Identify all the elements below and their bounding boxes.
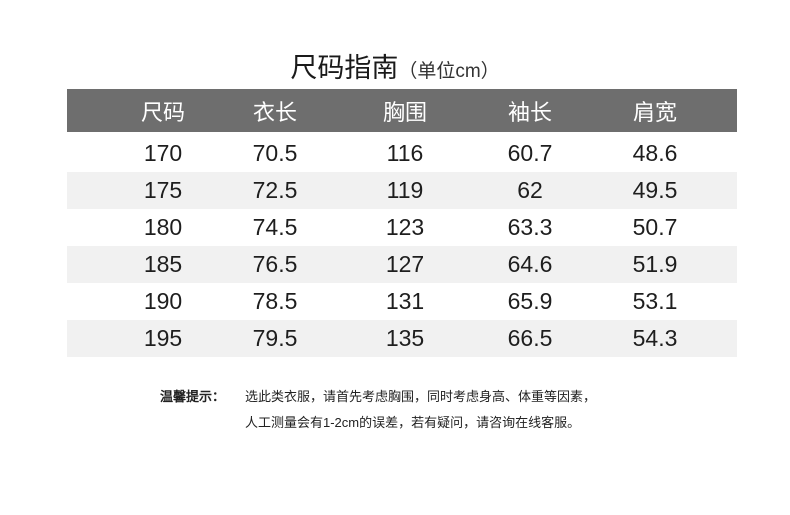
table-cell: 60.7 [507,140,553,166]
table-row: 175 72.5 119 62 49.5 [67,172,737,209]
table-cell: 116 [386,140,424,166]
table-cell: 48.6 [632,140,678,166]
table-cell: 195 [143,325,183,351]
table-cell: 50.7 [632,214,678,240]
size-table: 尺码 衣长 胸围 袖长 肩宽 170 70.5 116 60.7 48.6 175 72.5 119 62… [67,89,737,357]
title-main: 尺码指南 [290,53,399,83]
notes: 温馨提示： 选此类衣服，请首先考虑胸围，同时考虑身高、体重等因素， 人工测量会有1… [160,384,596,436]
table-row: 180 74.5 123 63.3 50.7 [67,209,737,246]
table-row: 185 76.5 127 64.6 51.9 [67,246,737,283]
header-row: 尺码 衣长 胸围 袖长 肩宽 [67,89,737,132]
table-row: 170 70.5 116 60.7 48.6 [67,135,737,172]
column-header: 衣长 [252,99,298,125]
notes-label: 温馨提示： [160,389,226,404]
table-cell: 135 [385,325,425,351]
table-cell: 74.5 [252,214,298,240]
table-cell: 79.5 [252,325,298,351]
column-header: 尺码 [140,99,186,125]
table-cell: 64.6 [507,251,553,277]
notes-line2: 人工测量会有1-2cm的误差，若有疑问，请咨询在线客服。 [245,415,581,430]
table-cell: 119 [386,177,424,203]
table-cell: 180 [143,214,183,240]
table-cell: 66.5 [507,325,553,351]
column-header: 袖长 [507,99,553,125]
table-cell: 127 [385,251,425,277]
table-cell: 170 [143,140,183,166]
table-cell: 49.5 [632,177,678,203]
table-cell: 123 [385,214,425,240]
table-cell: 51.9 [632,251,678,277]
table-cell: 190 [143,288,183,314]
table-cell: 62 [517,177,543,203]
column-header: 肩宽 [632,99,678,125]
table-cell: 72.5 [252,177,298,203]
page-title: 尺码指南（单位cm） [0,46,790,85]
table-cell: 185 [143,251,183,277]
title-unit: （单位cm） [398,61,500,82]
table-cell: 70.5 [252,140,298,166]
table-cell: 63.3 [507,214,553,240]
table-cell: 131 [385,288,425,314]
table-row: 190 78.5 131 65.9 53.1 [67,283,737,320]
table-cell: 76.5 [252,251,298,277]
table-row: 195 79.5 135 66.5 54.3 [67,320,737,357]
notes-line1: 选此类衣服，请首先考虑胸围，同时考虑身高、体重等因素， [245,389,597,404]
table-cell: 78.5 [252,288,298,314]
table-cell: 65.9 [507,288,553,314]
table-cell: 54.3 [632,325,678,351]
table-cell: 175 [143,177,183,203]
column-header: 胸围 [382,99,428,125]
table-cell: 53.1 [632,288,678,314]
